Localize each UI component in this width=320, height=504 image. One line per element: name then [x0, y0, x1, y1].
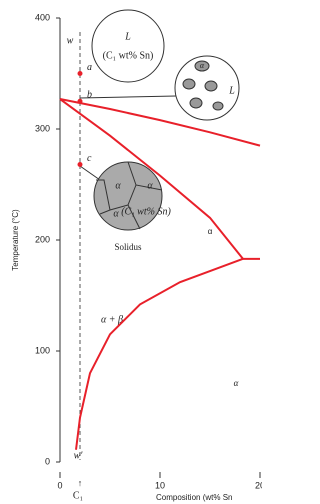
microstructure-liquid — [92, 10, 164, 82]
y-tick-label: 0 — [45, 456, 50, 466]
state-point — [78, 71, 83, 76]
annotation: α — [113, 208, 119, 219]
x-tick-label: 0 — [57, 480, 62, 490]
annotation: w′ — [74, 450, 84, 461]
state-point — [78, 162, 83, 167]
annotation: α — [234, 378, 239, 388]
annotation: (C₁ wt% Sn) — [103, 50, 154, 61]
grain — [205, 81, 217, 91]
annotation: α — [208, 227, 213, 236]
grain — [213, 102, 223, 110]
point-label: c — [87, 153, 92, 164]
annotation: L — [228, 85, 235, 96]
y-tick-label: 400 — [35, 12, 50, 22]
y-tick-label: 200 — [35, 234, 50, 244]
chart: L (C₁ wt% Sn) α L α α α (C₁ wt% Sn) Soli… — [0, 0, 262, 504]
annotation: w — [67, 35, 74, 46]
point-label: a — [87, 62, 92, 73]
leader-line — [80, 166, 100, 180]
x-tick-label: 20 — [255, 480, 262, 490]
y-axis-title: Temperature (°C) — [11, 209, 20, 271]
microstructure-alpha — [94, 162, 162, 230]
x-tick-label: 10 — [155, 480, 165, 490]
annotation: α — [147, 180, 153, 191]
composition-label: C₁ — [73, 490, 83, 501]
x-axis-title: Composition (wt% Sn — [156, 493, 232, 502]
annotation: L — [124, 31, 131, 42]
state-point — [78, 99, 83, 104]
annotation: Solidus — [114, 242, 142, 252]
y-tick-label: 300 — [35, 123, 50, 133]
composition-arrow: ↑ — [78, 478, 83, 488]
annotation: α — [115, 180, 121, 191]
leader-line — [80, 96, 176, 98]
grain — [183, 79, 195, 89]
annotation: (C₁ wt% Sn) — [121, 206, 171, 217]
y-tick-label: 100 — [35, 345, 50, 355]
phase-boundary — [76, 259, 243, 450]
grain — [190, 98, 202, 108]
point-label: b — [87, 90, 92, 101]
